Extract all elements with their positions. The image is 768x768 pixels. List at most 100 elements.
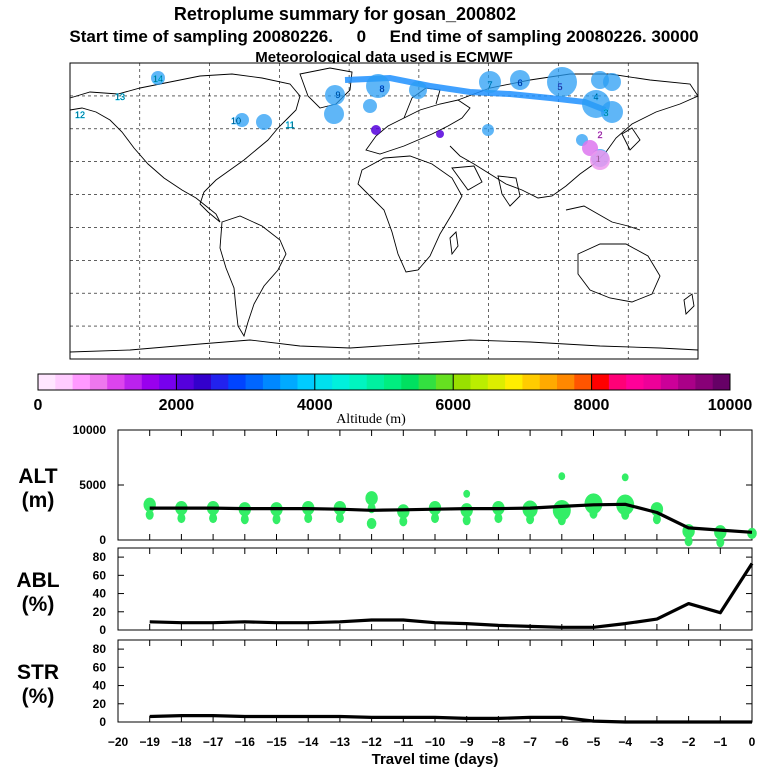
colorbar-tick-label: 10000 bbox=[708, 397, 753, 414]
colorbar-cell bbox=[193, 374, 212, 390]
x-tick-label: −19 bbox=[140, 735, 161, 749]
colorbar-cell bbox=[660, 374, 679, 390]
series-line bbox=[149, 562, 754, 629]
colorbar-cell bbox=[332, 374, 350, 390]
y-tick-label: 0 bbox=[99, 623, 106, 637]
figure-title: Retroplume summary for gosan_200802 bbox=[174, 4, 516, 24]
colorbar-cell bbox=[297, 374, 316, 390]
colorbar-cell bbox=[470, 374, 489, 390]
panel-label-name: ALT bbox=[18, 465, 57, 488]
altitude-cluster-point bbox=[463, 489, 471, 498]
y-tick-label: 60 bbox=[93, 660, 107, 674]
plume-cluster-marker bbox=[324, 104, 344, 124]
colorbar-cell bbox=[159, 374, 177, 390]
altitude-cluster-point bbox=[335, 513, 344, 524]
colorbar-cell bbox=[245, 374, 264, 390]
plume-day-label: 5 bbox=[557, 82, 562, 92]
plume-day-label: 10 bbox=[231, 116, 241, 126]
altitude-cluster-point bbox=[431, 513, 439, 524]
altitude-cluster-point bbox=[304, 513, 313, 524]
plume-cluster-marker bbox=[510, 70, 530, 90]
altitude-cluster-point bbox=[716, 537, 725, 548]
y-tick-label: 10000 bbox=[73, 423, 107, 437]
colorbar-cell bbox=[280, 374, 298, 390]
colorbar-cell bbox=[712, 374, 731, 390]
colorbar-cell bbox=[453, 374, 471, 390]
plume-day-label: 14 bbox=[153, 74, 163, 84]
altitude-colorbar: 0 2000 4000 6000 8000 10000 Altitude (m) bbox=[34, 373, 753, 427]
plume-cluster-marker bbox=[601, 101, 623, 123]
x-tick-label: −18 bbox=[171, 735, 192, 749]
colorbar-cell bbox=[211, 374, 229, 390]
altitude-cluster-point bbox=[526, 514, 535, 525]
colorbar-cell bbox=[539, 374, 558, 390]
colorbar-label: Altitude (m) bbox=[336, 412, 406, 427]
y-tick-label: 80 bbox=[93, 642, 107, 656]
colorbar-tick-label: 8000 bbox=[574, 397, 610, 414]
colorbar-cell bbox=[608, 374, 627, 390]
colorbar-cell bbox=[557, 374, 575, 390]
plume-cluster-marker bbox=[547, 67, 577, 97]
colorbar-cell bbox=[591, 374, 610, 390]
colorbar-tick-label: 2000 bbox=[159, 397, 195, 414]
plume-cluster-marker bbox=[363, 99, 377, 113]
x-tick-label: −15 bbox=[266, 735, 287, 749]
panel-label-name: STR bbox=[17, 661, 59, 684]
altitude-cluster-point bbox=[209, 513, 218, 524]
plume-day-label: 1 bbox=[595, 154, 600, 164]
colorbar-cell bbox=[38, 374, 56, 390]
panel-label-unit: (%) bbox=[22, 593, 55, 616]
panel-abl: 0 20 40 60 80 ABL(%) bbox=[16, 547, 754, 637]
sampling-time-line: Start time of sampling 20080226. 0 End t… bbox=[69, 27, 698, 46]
altitude-cluster-point bbox=[494, 513, 503, 524]
colorbar-cell bbox=[349, 374, 368, 390]
altitude-cluster-point bbox=[272, 514, 281, 525]
colorbar-frame bbox=[37, 373, 731, 391]
altitude-cluster-point bbox=[460, 503, 473, 518]
plume-day-label: 13 bbox=[115, 92, 125, 102]
altitude-cluster-point bbox=[365, 491, 378, 506]
x-tick-label: −17 bbox=[203, 735, 224, 749]
plume-day-label: 2 bbox=[597, 130, 602, 140]
y-tick-label: 40 bbox=[93, 587, 107, 601]
plume-day-label: 7 bbox=[487, 80, 492, 90]
plume-day-label: 3 bbox=[603, 108, 608, 118]
colorbar-cell bbox=[89, 374, 108, 390]
altitude-cluster-point bbox=[621, 509, 630, 520]
colorbar-tick-label: 4000 bbox=[297, 397, 333, 414]
plume-day-label: 9 bbox=[335, 90, 340, 100]
plume-cluster-marker bbox=[256, 114, 272, 130]
plume-day-label: 6 bbox=[517, 78, 522, 88]
y-tick-label: 60 bbox=[93, 568, 107, 582]
time-series-panels: 0500010000ALT(m)020406080ABL(%)020406080… bbox=[16, 423, 757, 768]
colorbar-cell bbox=[366, 374, 385, 390]
x-tick-label: −14 bbox=[298, 735, 319, 749]
colorbar-cell bbox=[574, 374, 593, 390]
colorbar-cell bbox=[505, 374, 523, 390]
altitude-cluster-point bbox=[589, 508, 598, 519]
plume-cluster-marker bbox=[436, 130, 444, 138]
colorbar-cell bbox=[695, 374, 714, 390]
colorbar-cell bbox=[435, 374, 454, 390]
y-tick-label: 80 bbox=[93, 550, 107, 564]
colorbar-cell bbox=[176, 374, 195, 390]
altitude-cluster-point bbox=[177, 513, 186, 524]
y-tick-label: 0 bbox=[99, 533, 106, 547]
colorbar-cell bbox=[643, 374, 662, 390]
plume-cluster-marker bbox=[235, 113, 249, 127]
x-tick-label: 0 bbox=[749, 735, 756, 749]
altitude-cluster-point bbox=[462, 515, 471, 526]
x-tick-label: −7 bbox=[523, 735, 537, 749]
panel-label-unit: (%) bbox=[22, 685, 55, 708]
y-tick-label: 20 bbox=[93, 697, 107, 711]
x-axis-label: Travel time (days) bbox=[372, 751, 499, 768]
met-data-line: Meteorological data used is ECMWF bbox=[255, 49, 513, 66]
plume-day-label: 12 bbox=[75, 110, 85, 120]
plume-day-label: 11 bbox=[285, 120, 294, 130]
panel-label-unit: (m) bbox=[22, 489, 55, 512]
plume-cluster-marker bbox=[366, 74, 390, 98]
x-tick-label: −8 bbox=[492, 735, 506, 749]
altitude-cluster-point bbox=[143, 497, 156, 512]
y-tick-label: 5000 bbox=[79, 478, 106, 492]
altitude-cluster-point bbox=[399, 516, 408, 527]
